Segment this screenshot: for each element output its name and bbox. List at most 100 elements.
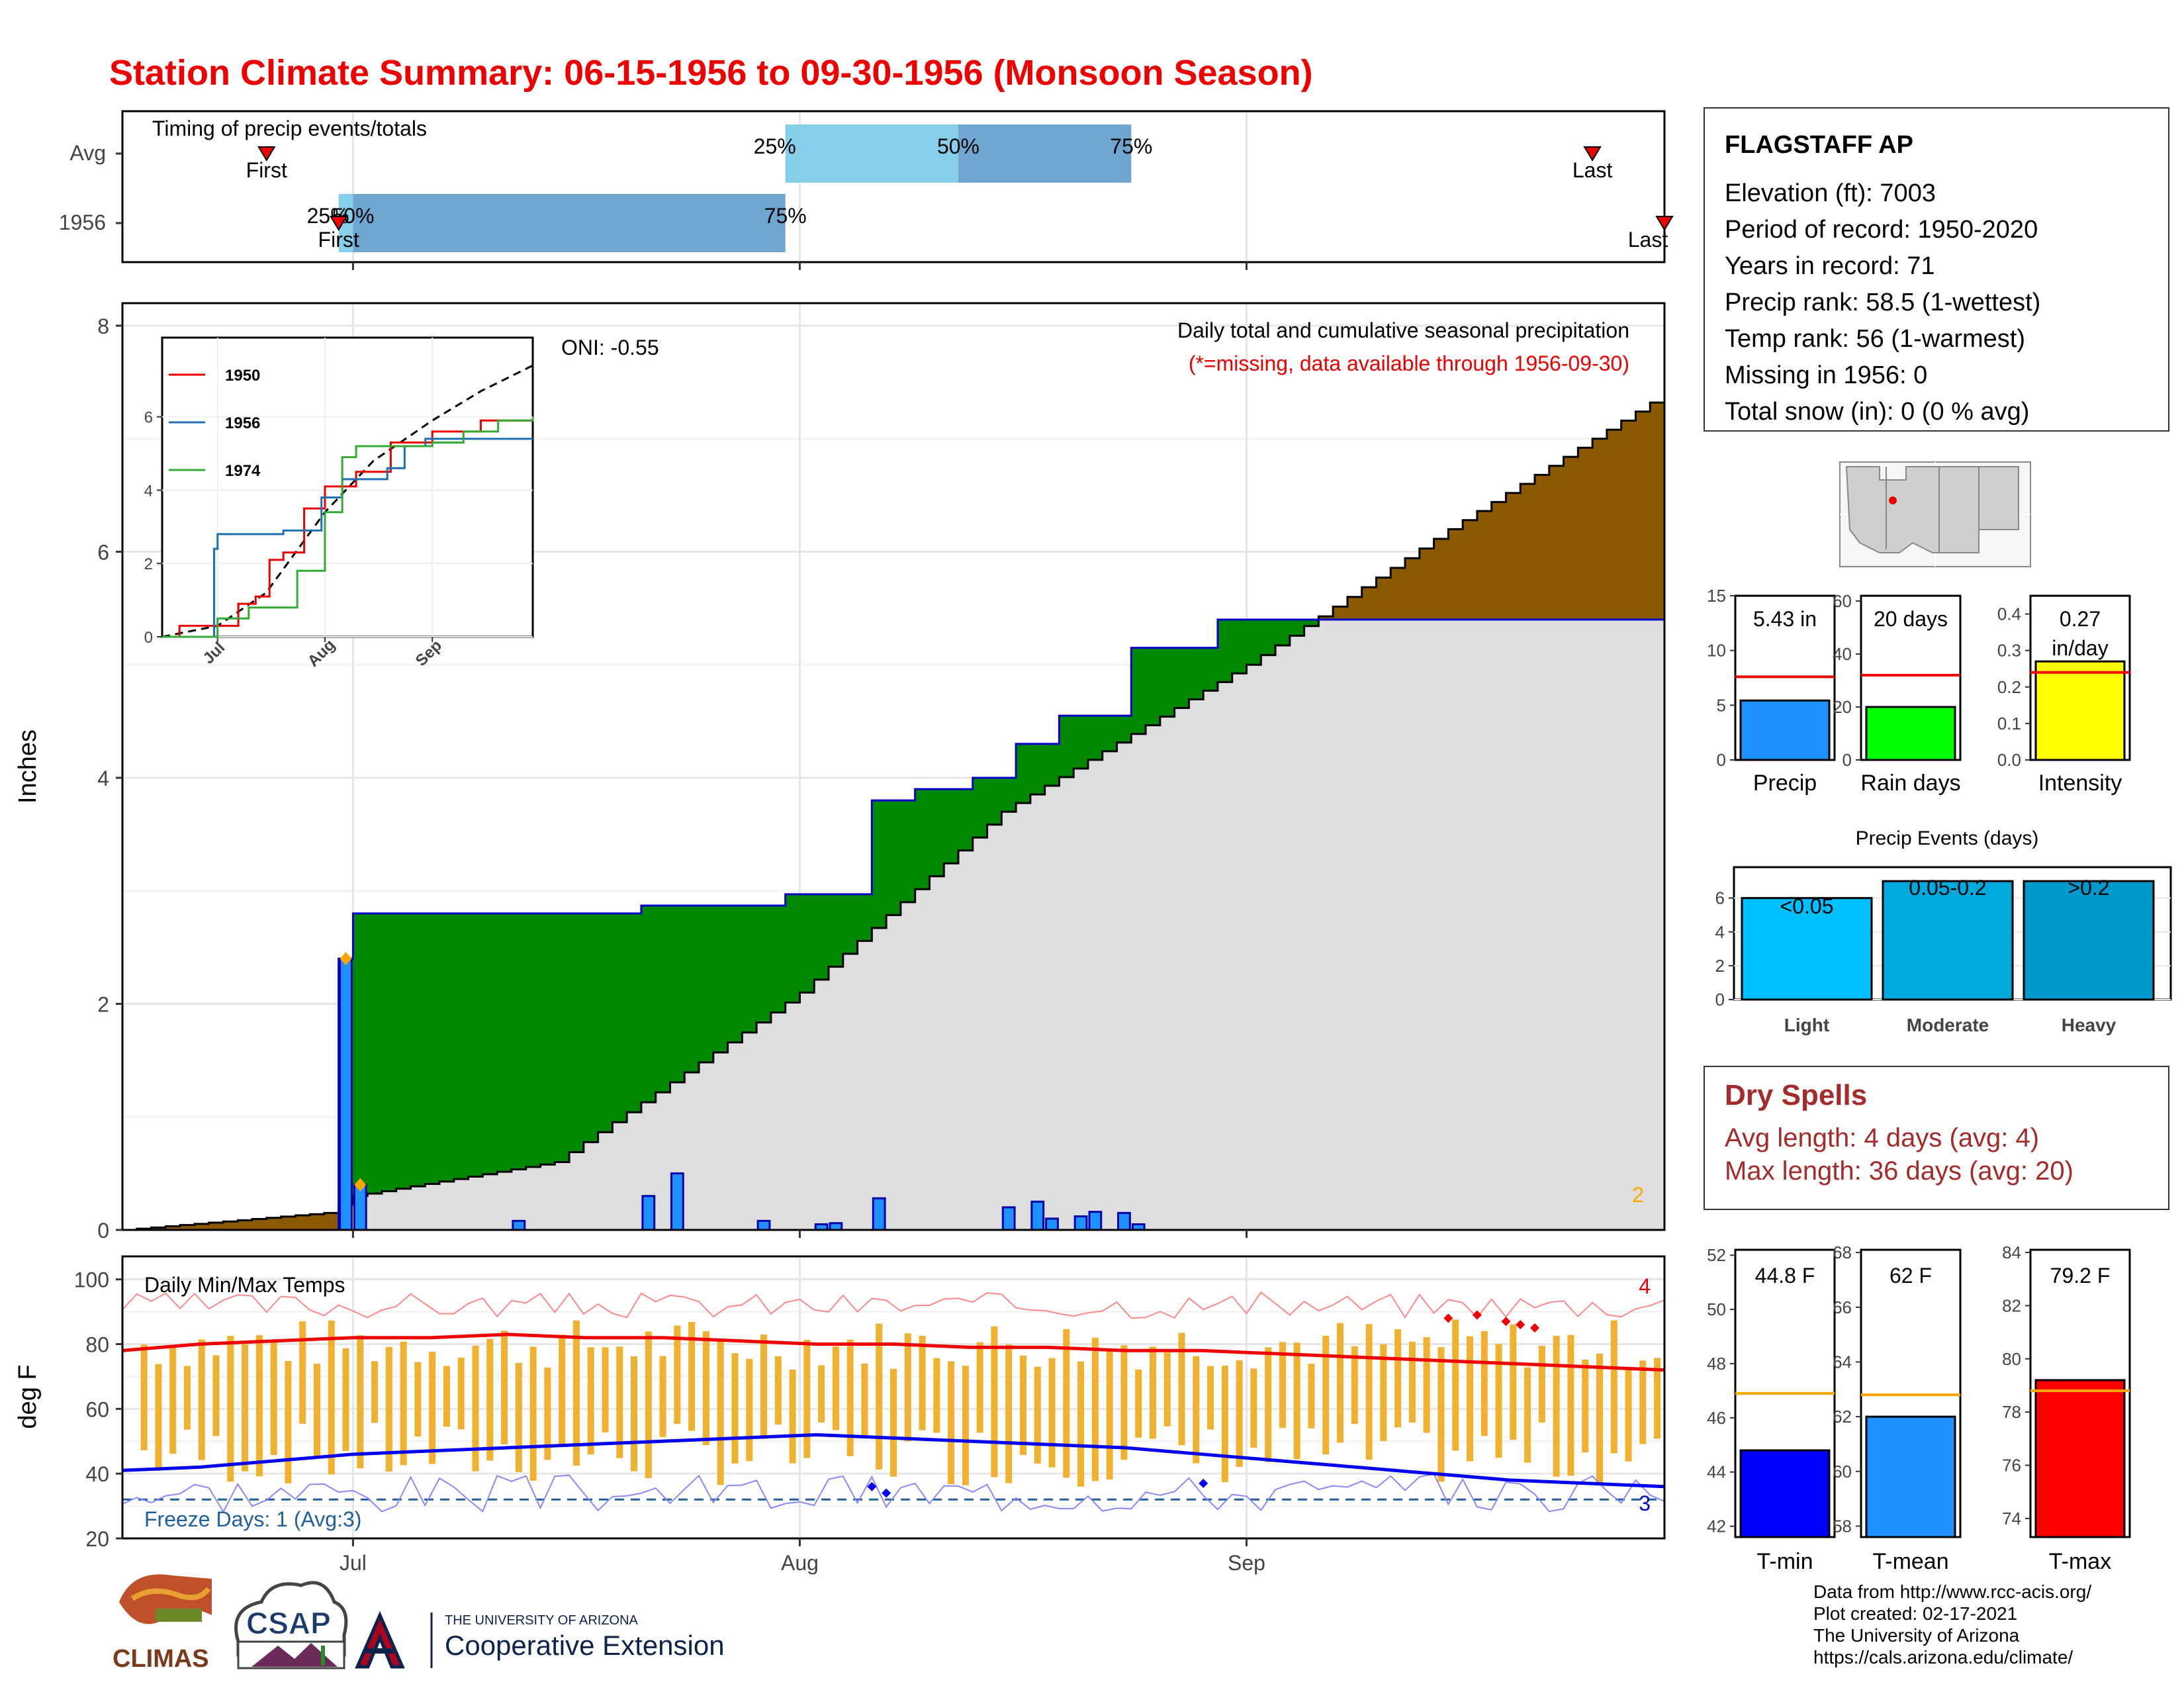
temp-summary-ytick-label: 48: [1707, 1354, 1726, 1374]
station-temp-rank: Temp rank: 56 (1-warmest): [1725, 325, 2026, 353]
daily-temp-range-bar: [1048, 1358, 1056, 1468]
temp-ytick-label: 20: [85, 1527, 109, 1551]
mini-value-label: 5.43 in: [1753, 607, 1817, 631]
event-bar: [2023, 880, 2155, 1001]
temp-summary-value: 79.2 F: [2050, 1264, 2111, 1288]
daily-temp-range-bar: [443, 1366, 450, 1427]
daily-temp-range-bar: [846, 1339, 854, 1456]
station-years: Years in record: 71: [1725, 252, 1935, 280]
mini-value-unit: in/day: [2052, 636, 2108, 660]
precip-ytick-label: 0: [97, 1219, 109, 1243]
daily-temp-range-bar: [169, 1346, 177, 1454]
mini-value-label: 0.27: [2060, 607, 2101, 631]
mini-ytick-label: 10: [1707, 641, 1726, 661]
daily-temp-range-bar: [1524, 1367, 1531, 1463]
daily-temp-range-bar: [1265, 1347, 1272, 1462]
station-period: Period of record: 1950-2020: [1725, 216, 2038, 244]
dry-spells-avg: Avg length: 4 days (avg: 4): [1725, 1123, 2040, 1152]
daily-temp-range-bar: [717, 1341, 724, 1485]
daily-temp-range-bar: [1279, 1342, 1286, 1429]
dry-spells-box: Dry Spells Avg length: 4 days (avg: 4) M…: [1704, 1066, 2169, 1210]
temp-ytick-label: 40: [85, 1462, 109, 1486]
daily-temp-range-bar: [890, 1368, 897, 1477]
daily-temp-range-bar: [1625, 1368, 1632, 1462]
daily-precip-bar: [353, 1184, 367, 1231]
daily-precip-bar: [756, 1219, 771, 1231]
figure-title: Station Climate Summary: 06-15-1956 to 0…: [109, 53, 1313, 93]
mini-ytick-label: 5: [1717, 695, 1726, 715]
daily-precip-bar: [1117, 1211, 1131, 1231]
daily-temp-range-bar: [255, 1335, 263, 1477]
record-low-marker: [867, 1481, 877, 1491]
daily-temp-range-bar: [1193, 1356, 1200, 1464]
temp-label: Daily Min/Max Temps: [144, 1273, 345, 1297]
daily-temp-range-bar: [371, 1361, 379, 1423]
daily-precip-bar: [670, 1172, 684, 1231]
temp-summary-ytick-label: 78: [2002, 1402, 2021, 1422]
precip-panel: 0 2 4 6 8 Inches ONI: -0.55 Daily total and …: [14, 302, 1666, 1243]
temp-summary-ytick-label: 52: [1707, 1245, 1726, 1265]
daily-precip-bar: [641, 1195, 656, 1231]
events-title: Precip Events (days): [1856, 827, 2039, 849]
daily-temp-range-bar: [1034, 1366, 1041, 1464]
station-dot: [1889, 496, 1897, 504]
temp-summary-ytick-label: 74: [2002, 1509, 2021, 1528]
ua-line-2: Cooperative Extension: [445, 1630, 725, 1661]
temp-summary-label: T-max: [2049, 1549, 2111, 1574]
daily-temp-range-bar: [313, 1364, 320, 1458]
month-axis-label: Sep: [1228, 1551, 1265, 1575]
precip-ylabel: Inches: [14, 729, 42, 804]
daily-temp-range-bar: [529, 1346, 537, 1481]
ua-logo: THE UNIVERSITY OF ARIZONA Cooperative Ex…: [355, 1611, 725, 1669]
daily-precip-bar: [1030, 1200, 1045, 1231]
climas-logo: CLIMAS: [113, 1574, 212, 1673]
daily-temp-range-bar: [1019, 1355, 1026, 1455]
daily-temp-range-bar: [1077, 1361, 1085, 1487]
daily-temp-range-bar: [1639, 1360, 1647, 1444]
inset-legend-label: 1950: [225, 367, 260, 385]
timing-label-q75: 75%: [764, 204, 807, 228]
timing-first-marker: [257, 146, 276, 162]
daily-temp-range-bar: [1178, 1333, 1185, 1446]
timing-first-label: First: [318, 228, 359, 252]
daily-temp-range-bar: [1106, 1349, 1113, 1480]
missing-count: 2: [1632, 1183, 1644, 1207]
precip-ytick-label: 4: [97, 767, 109, 790]
temp-summary-label: T-mean: [1872, 1549, 1948, 1574]
daily-temp-range-bar: [544, 1367, 551, 1460]
events-ytick-label: 6: [1715, 888, 1725, 908]
daily-temp-range-bar: [948, 1361, 955, 1485]
events-ytick-label: 0: [1715, 990, 1725, 1009]
inset-ytick-label: 6: [144, 409, 153, 427]
cold-days-count: 3: [1639, 1491, 1651, 1515]
above-average-area: [338, 619, 1319, 1205]
dry-spells-title: Dry Spells: [1725, 1079, 1868, 1111]
daily-temp-range-bar: [919, 1335, 926, 1430]
daily-precip-bar: [339, 957, 353, 1231]
daily-temp-range-bar: [328, 1320, 335, 1475]
record-marker: [340, 952, 352, 966]
temp-summary-bar: [1865, 1415, 1956, 1538]
timing-bar-q25-q50: [785, 124, 958, 183]
temperature-panel: 20 40 60 80 100 Daily Min/Max Temps deg F Fr…: [14, 1255, 1666, 1575]
station-snow: Total snow (in): 0 (0 % avg): [1725, 398, 2030, 426]
daily-temp-range-bar: [299, 1321, 306, 1424]
daily-temp-range-bar: [400, 1341, 407, 1466]
daily-temp-range-bar: [140, 1344, 148, 1450]
station-missing: Missing in 1956: 0: [1725, 361, 1928, 389]
daily-temp-range-bar: [429, 1352, 436, 1464]
mini-ytick-label: 0: [1843, 750, 1852, 770]
temp-summary-ytick-label: 66: [1833, 1297, 1852, 1317]
inset-ytick-label: 4: [144, 482, 153, 500]
station-info-box: FLAGSTAFF AP Elevation (ft): 7003 Period…: [1704, 107, 2169, 432]
mini-value-bar: [1865, 706, 1956, 761]
mini-ytick-label: 0.1: [1997, 714, 2021, 733]
mini-ytick-label: 40: [1833, 644, 1852, 664]
daily-temp-range-bar: [818, 1365, 825, 1423]
daily-temp-range-bar: [1423, 1336, 1430, 1433]
mini-axis-label: Precip: [1753, 771, 1817, 796]
temp-summary-ytick-label: 80: [2002, 1349, 2021, 1369]
daily-temp-range-bar: [1480, 1331, 1488, 1436]
timing-bar-q25-q50: [338, 194, 353, 252]
